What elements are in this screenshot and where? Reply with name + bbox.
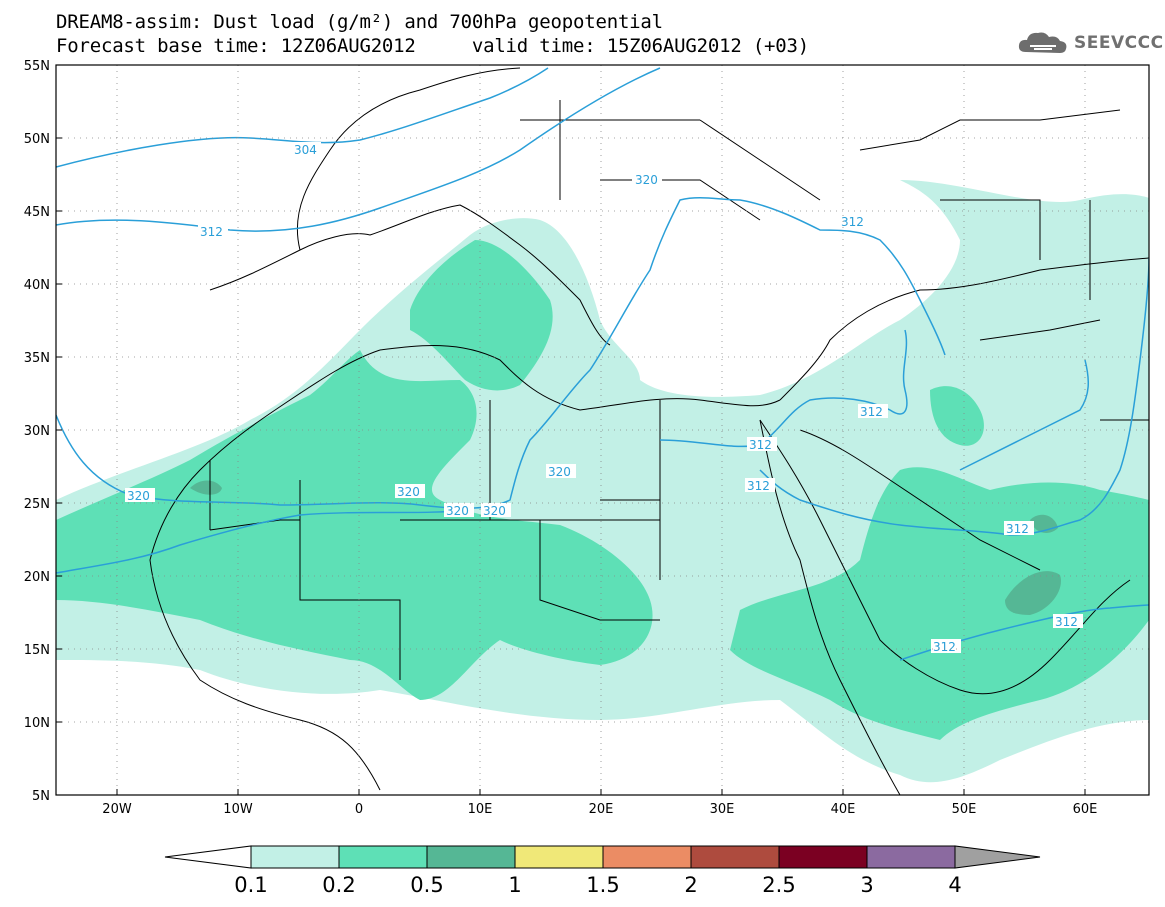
contour-label-304: 304 xyxy=(294,143,317,157)
lon-label: 50E xyxy=(952,802,977,817)
colorbar-tick-label: 4 xyxy=(948,873,961,897)
lat-label: 55N xyxy=(24,59,50,74)
map-title: DREAM8-assim: Dust load (g/m²) and 700hP… xyxy=(56,11,663,33)
lat-label: 15N xyxy=(24,643,50,658)
colorbar-tick-label: 0.5 xyxy=(410,873,443,897)
colorbar-tick-label: 3 xyxy=(860,873,873,897)
contour-label: 320 xyxy=(635,173,658,187)
colorbar-segment xyxy=(778,845,868,869)
dust-area-dense-2 xyxy=(1005,571,1061,615)
contour-label: 312 xyxy=(749,438,772,452)
contour-label: 320 xyxy=(446,504,469,518)
contour-label: 312 xyxy=(841,215,864,229)
dust-area-medium-corsica xyxy=(410,240,553,391)
colorbar-segment xyxy=(602,845,692,869)
lat-label: 5N xyxy=(32,789,50,804)
seevccc-logo: SEEVCCC xyxy=(1016,28,1164,58)
contour-label: 320 xyxy=(483,504,506,518)
contour-label: 312 xyxy=(1006,522,1029,536)
lon-label: 20W xyxy=(102,802,132,817)
colorbar-segment xyxy=(690,845,780,869)
contour-label: 312 xyxy=(747,479,770,493)
lon-label: 40E xyxy=(831,802,856,817)
colorbar-segment xyxy=(338,845,428,869)
dust-area-medium-iran xyxy=(930,386,984,446)
colorbar-tick-label: 2.5 xyxy=(762,873,795,897)
contour-label: 320 xyxy=(397,485,420,499)
dust-area-medium-east xyxy=(730,467,1149,740)
colorbar-segment xyxy=(426,845,516,869)
map-subtitle: Forecast base time: 12Z06AUG2012 valid t… xyxy=(56,35,810,57)
lat-label: 20N xyxy=(24,570,50,585)
lat-label: 45N xyxy=(24,205,50,220)
colorbar-segment xyxy=(514,845,604,869)
lat-label: 10N xyxy=(24,716,50,731)
colorbar-segment xyxy=(866,845,956,869)
coastlines xyxy=(149,67,1149,795)
contour-labels: 304 312 320 320 312 320 320 320 320 312 … xyxy=(125,142,1083,654)
colorbar-tick-label: 0.1 xyxy=(234,873,267,897)
geopotential-contours xyxy=(56,67,1149,661)
lon-label: 20E xyxy=(589,802,614,817)
latitude-labels: 55N 50N 45N 40N 35N 30N 25N 20N 15N 10N … xyxy=(24,59,50,804)
colorbar-right-arrow xyxy=(954,845,1041,869)
lon-label: 10W xyxy=(223,802,253,817)
contour-label: 312 xyxy=(1055,615,1078,629)
logo-text: SEEVCCC xyxy=(1074,33,1164,53)
lat-label: 30N xyxy=(24,424,50,439)
colorbar-tick-label: 0.2 xyxy=(322,873,355,897)
lon-label: 0 xyxy=(355,802,363,817)
lat-label: 40N xyxy=(24,278,50,293)
contour-label: 320 xyxy=(127,489,150,503)
longitude-labels: 20W 10W 0 10E 20E 30E 40E 50E 60E xyxy=(102,802,1097,817)
axis-ticks xyxy=(56,64,1086,795)
contour-label: 312 xyxy=(933,640,956,654)
contour-label: 312 xyxy=(200,225,223,239)
colorbar-segment xyxy=(250,845,340,869)
cloud-icon xyxy=(1018,32,1067,53)
colorbar-tick-label: 1.5 xyxy=(586,873,619,897)
lat-label: 50N xyxy=(24,132,50,147)
dust-area-dense-1 xyxy=(190,480,222,495)
contour-label: 312 xyxy=(860,405,883,419)
lat-label: 35N xyxy=(24,351,50,366)
colorbar-tick-label: 2 xyxy=(684,873,697,897)
dust-area-medium-west xyxy=(56,350,653,700)
lat-label: 25N xyxy=(24,497,50,512)
lon-label: 10E xyxy=(468,802,493,817)
contour-label: 320 xyxy=(548,465,571,479)
colorbar-left-arrow xyxy=(164,845,252,869)
colorbar: 0.1 0.2 0.5 1 1.5 2 2.5 3 4 xyxy=(164,845,1041,897)
colorbar-tick-label: 1 xyxy=(508,873,521,897)
lon-label: 30E xyxy=(710,802,735,817)
lon-label: 60E xyxy=(1073,802,1098,817)
graticule xyxy=(56,65,1149,795)
